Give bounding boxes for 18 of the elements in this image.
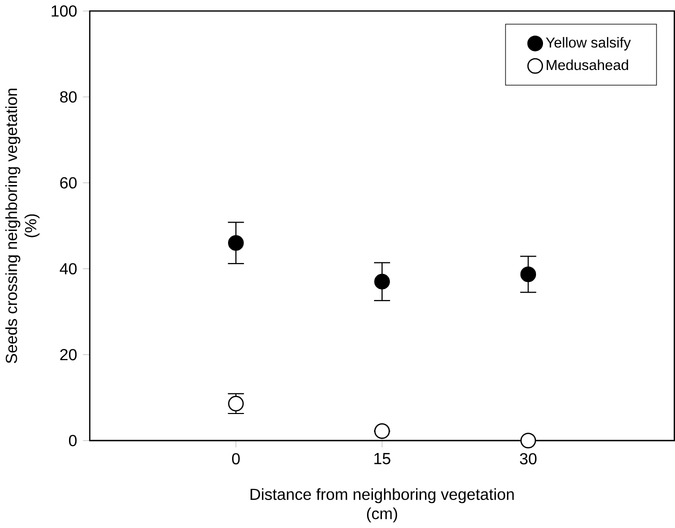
y-tick-label: 100 — [52, 5, 77, 17]
y-axis-title: Seeds crossing neighboring vegetation (%) — [5, 88, 40, 364]
point — [374, 423, 390, 440]
x-tick-label: 15 — [374, 453, 390, 464]
y-tick-label: 80 — [60, 91, 77, 103]
point — [520, 266, 536, 282]
point — [228, 235, 244, 251]
point — [374, 274, 390, 290]
y-tick-label: 20 — [60, 349, 77, 360]
point — [520, 432, 536, 449]
legend-label: Medusahead — [546, 60, 628, 70]
legend-label: Yellow salsify — [546, 37, 631, 51]
y-tick-label: 40 — [60, 263, 77, 275]
y-tick-label: 60 — [60, 177, 77, 189]
x-tick-label: 30 — [520, 453, 537, 465]
x-axis-title: Distance from neighboring vegetation (cm) — [250, 488, 514, 523]
x-tick-label: 0 — [232, 453, 240, 465]
y-tick-label: 0 — [68, 435, 77, 446]
